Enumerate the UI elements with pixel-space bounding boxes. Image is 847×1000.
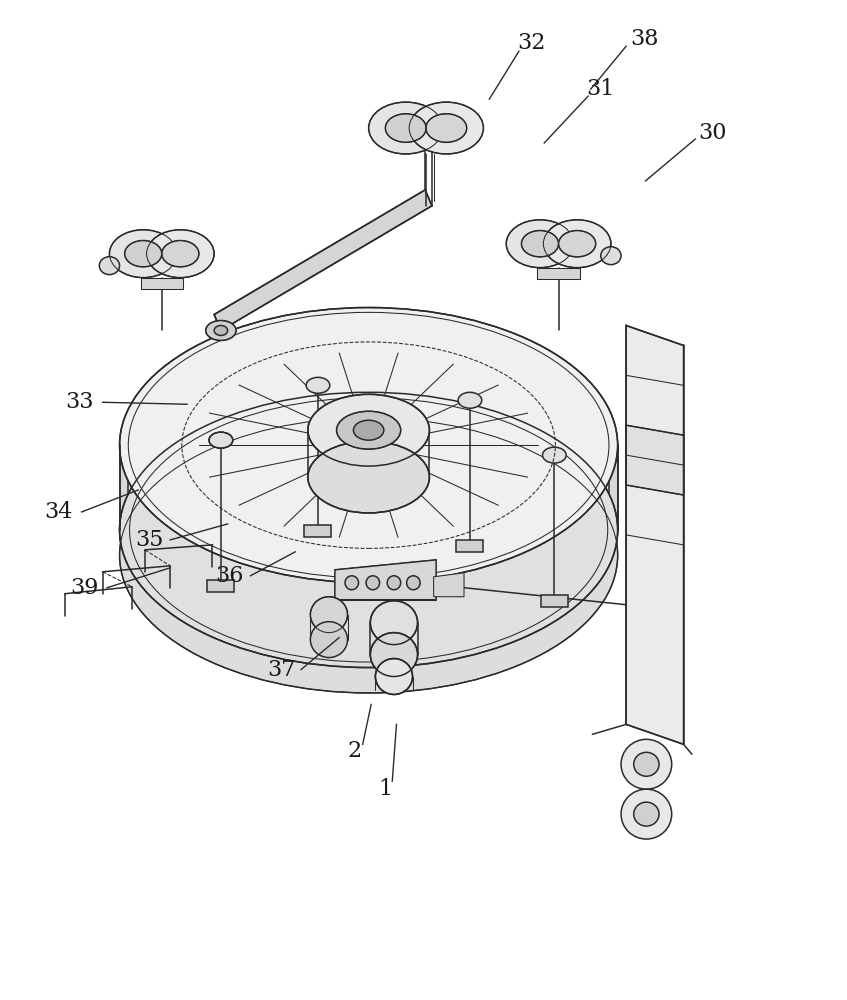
Polygon shape: [143, 239, 180, 268]
Ellipse shape: [370, 601, 418, 645]
Ellipse shape: [601, 247, 621, 265]
Ellipse shape: [119, 418, 617, 693]
Ellipse shape: [387, 576, 401, 590]
Ellipse shape: [209, 432, 233, 448]
Text: 34: 34: [45, 501, 73, 523]
Ellipse shape: [370, 633, 418, 677]
Ellipse shape: [307, 441, 429, 513]
Ellipse shape: [307, 394, 429, 466]
Text: 35: 35: [135, 529, 163, 551]
Ellipse shape: [119, 392, 617, 668]
Polygon shape: [335, 560, 436, 600]
Ellipse shape: [310, 597, 347, 633]
Ellipse shape: [162, 241, 199, 267]
Polygon shape: [626, 325, 684, 744]
Polygon shape: [540, 229, 577, 258]
Polygon shape: [626, 425, 684, 495]
Ellipse shape: [426, 114, 467, 142]
Ellipse shape: [621, 789, 672, 839]
Text: 33: 33: [65, 391, 93, 413]
Ellipse shape: [409, 102, 484, 154]
Ellipse shape: [336, 411, 401, 449]
Polygon shape: [457, 540, 484, 552]
Ellipse shape: [109, 230, 177, 278]
Ellipse shape: [366, 576, 379, 590]
Ellipse shape: [345, 576, 358, 590]
Ellipse shape: [634, 802, 659, 826]
Polygon shape: [141, 278, 183, 289]
Polygon shape: [538, 268, 579, 279]
Ellipse shape: [458, 392, 482, 408]
Ellipse shape: [306, 377, 329, 393]
Ellipse shape: [522, 231, 558, 257]
Polygon shape: [541, 595, 567, 607]
Polygon shape: [304, 525, 331, 537]
Ellipse shape: [507, 220, 573, 268]
Ellipse shape: [214, 325, 228, 335]
Ellipse shape: [147, 230, 214, 278]
Ellipse shape: [375, 659, 412, 694]
Polygon shape: [119, 308, 617, 542]
Text: 32: 32: [518, 32, 545, 54]
Polygon shape: [434, 573, 464, 597]
Ellipse shape: [368, 102, 443, 154]
Polygon shape: [609, 445, 617, 530]
Text: 37: 37: [268, 659, 296, 681]
Polygon shape: [208, 580, 235, 592]
Text: 30: 30: [698, 122, 727, 144]
Ellipse shape: [119, 392, 617, 668]
Ellipse shape: [209, 432, 233, 448]
Ellipse shape: [634, 752, 659, 776]
Ellipse shape: [407, 576, 420, 590]
Polygon shape: [406, 112, 446, 144]
Ellipse shape: [353, 420, 384, 440]
Text: 39: 39: [70, 577, 98, 599]
Ellipse shape: [99, 257, 119, 275]
Text: 2: 2: [347, 740, 362, 762]
Text: 1: 1: [379, 778, 392, 800]
Ellipse shape: [310, 622, 347, 658]
Text: 36: 36: [215, 565, 244, 587]
Ellipse shape: [544, 220, 611, 268]
Ellipse shape: [206, 320, 236, 340]
Ellipse shape: [385, 114, 426, 142]
Polygon shape: [119, 445, 128, 530]
Text: 31: 31: [587, 78, 615, 100]
Ellipse shape: [621, 739, 672, 789]
Polygon shape: [214, 190, 432, 330]
Ellipse shape: [119, 308, 617, 583]
Ellipse shape: [558, 231, 595, 257]
Text: 38: 38: [630, 28, 659, 50]
Ellipse shape: [125, 241, 162, 267]
Ellipse shape: [543, 447, 566, 463]
